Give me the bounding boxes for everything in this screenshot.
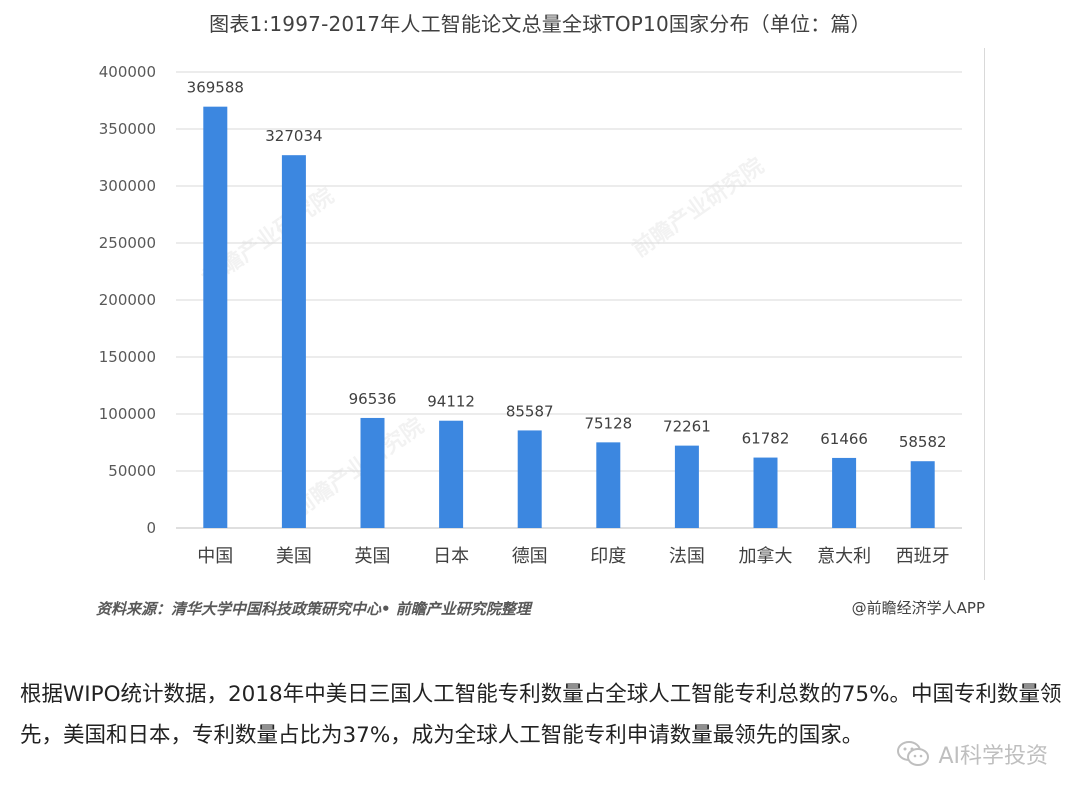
bar xyxy=(517,430,542,528)
source-note: 资料来源：清华大学中国科技政策研究中心• 前瞻产业研究院整理 xyxy=(96,600,531,618)
bar xyxy=(281,155,306,528)
y-tick-label: 150000 xyxy=(99,348,156,366)
data-label: 75128 xyxy=(584,414,632,432)
x-tick-label: 意大利 xyxy=(817,546,871,567)
data-label: 369588 xyxy=(187,79,244,97)
x-tick-label: 英国 xyxy=(355,546,391,567)
y-tick-label: 200000 xyxy=(99,291,156,309)
bar xyxy=(910,461,935,528)
x-tick-label: 西班牙 xyxy=(896,546,950,567)
account-badge: AI科学投资 xyxy=(896,738,1048,770)
account-name: AI科学投资 xyxy=(938,744,1048,769)
y-tick-label: 0 xyxy=(146,519,156,537)
data-label: 61466 xyxy=(820,430,868,448)
bar xyxy=(674,445,699,528)
data-label: 94112 xyxy=(427,393,475,411)
x-tick-label: 法国 xyxy=(669,546,705,567)
y-tick-label: 100000 xyxy=(99,405,156,423)
x-tick-label: 美国 xyxy=(276,546,312,567)
bar xyxy=(360,417,385,528)
bar xyxy=(203,106,228,528)
y-tick-label: 400000 xyxy=(99,63,156,81)
x-tick-label: 加拿大 xyxy=(739,545,793,567)
bar xyxy=(596,442,621,528)
chart-border xyxy=(984,48,985,580)
bar-chart: 400000 350000 300000 250000 200000 150000 1000… xyxy=(99,63,962,567)
data-label: 327034 xyxy=(265,127,322,145)
data-label: 85587 xyxy=(506,402,554,420)
chart-title: 图表1:1997-2017年人工智能论文总量全球TOP10国家分布（单位：篇） xyxy=(209,12,871,36)
data-label: 72261 xyxy=(663,418,711,436)
wechat-icon xyxy=(897,741,930,766)
x-tick-label: 中国 xyxy=(197,546,233,567)
bar xyxy=(832,457,857,528)
x-tick-label: 日本 xyxy=(433,546,469,567)
credit-note: @前瞻经济学人APP xyxy=(851,599,985,617)
y-tick-label: 350000 xyxy=(99,120,156,138)
y-tick-label: 50000 xyxy=(108,462,156,480)
y-tick-label: 250000 xyxy=(99,234,156,252)
x-tick-label: 印度 xyxy=(590,546,626,567)
bar xyxy=(439,420,464,528)
bar xyxy=(753,457,778,528)
body-paragraph: 根据WIPO统计数据，2018年中美日三国人工智能专利数量占全球人工智能专利总数… xyxy=(20,682,1062,748)
x-tick-label: 德国 xyxy=(512,546,548,567)
y-tick-label: 300000 xyxy=(99,177,156,195)
data-label: 61782 xyxy=(742,430,790,448)
data-label: 96536 xyxy=(349,390,397,408)
data-label: 58582 xyxy=(899,433,947,451)
